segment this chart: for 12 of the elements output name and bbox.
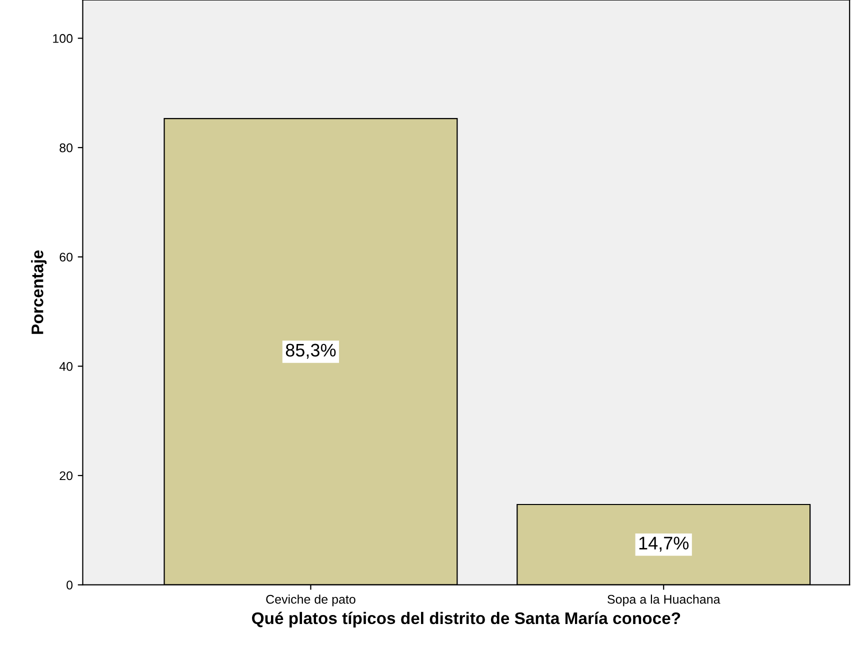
x-tick-label: Sopa a la Huachana [608,594,720,606]
y-tick-label: 20 [60,471,73,480]
y-axis-title: Porcentaje [31,250,47,334]
y-tick-label: 40 [59,362,73,371]
y-tick-label: 60 [60,252,73,262]
x-axis-title: Qué platos típicos del distrito de Santa María conoce? [252,612,680,628]
y-tick-label: 80 [60,143,73,152]
y-tick-label: 100 [53,34,73,43]
y-tick-label: 0 [66,580,73,590]
x-tick-label: Ceviche de pato [266,594,356,606]
data-label: 85,3% [286,344,336,359]
data-label: 14,7% [639,536,689,552]
